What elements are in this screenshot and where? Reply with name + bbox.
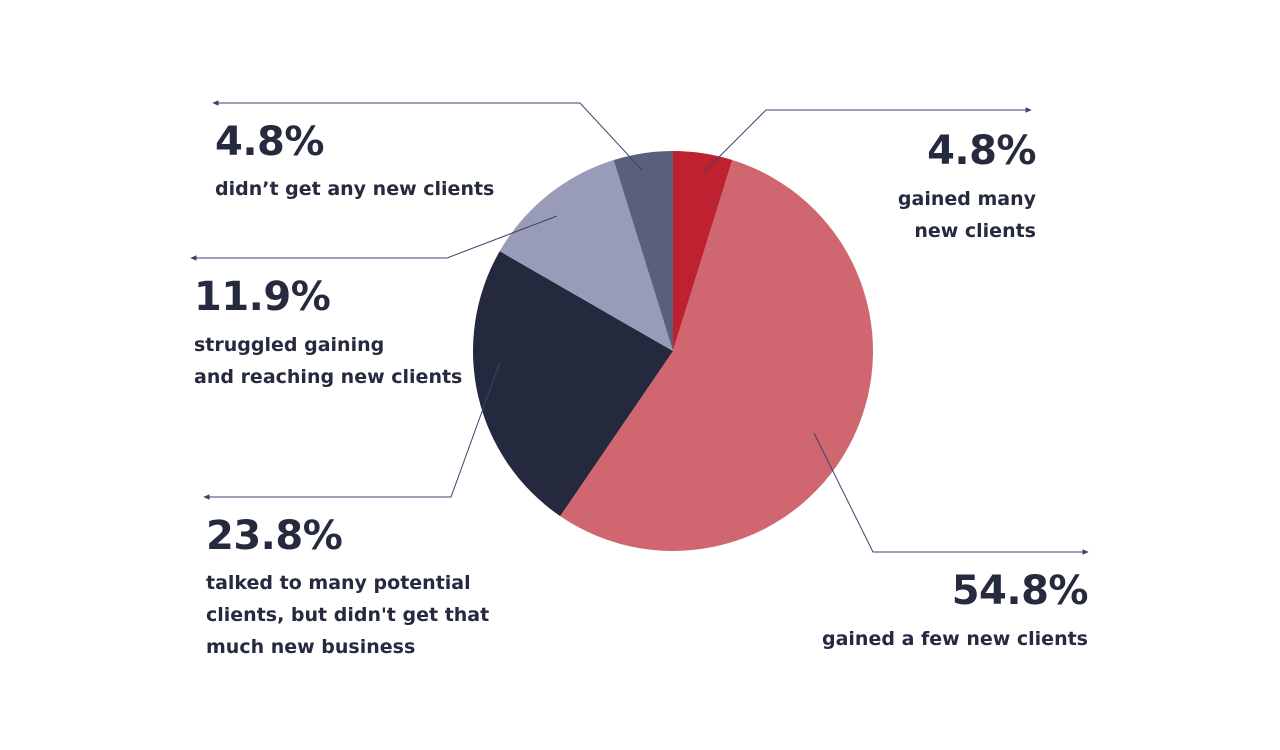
leader-line-talked-many (203, 361, 501, 500)
slice-label-talked-many: 23.8% (206, 513, 343, 559)
slice-label-gained-many: 4.8% (927, 128, 1036, 174)
slice-label-gained-few: 54.8% (951, 568, 1089, 614)
slice-description-gained-few: gained a few new clients (822, 628, 1088, 650)
slice-description-gained-many: gained many new clients (897, 188, 1036, 242)
leader-line-struggled (190, 215, 558, 261)
slice-description-talked-many: talked to many potential clients, but di… (206, 572, 490, 658)
pie-slice-gained-many (673, 151, 733, 351)
pie-slice-talked-many (472, 251, 673, 517)
pie-slice-gained-few (560, 160, 873, 551)
pie-slice-struggled (499, 160, 673, 351)
leader-line-no-new-clients (212, 100, 643, 171)
pie-slices (472, 151, 873, 551)
leader-line-gained-many (703, 107, 1032, 173)
slice-label-struggled: 11.9% (194, 274, 331, 320)
leader-line-gained-few (813, 432, 1089, 555)
slice-label-no-new-clients: 4.8% (215, 119, 324, 165)
slice-description-no-new-clients: didn’t get any new clients (215, 178, 495, 200)
slice-description-struggled: struggled gaining and reaching new clien… (194, 334, 463, 388)
pie-slice-no-new-clients (613, 151, 673, 351)
leader-lines (190, 100, 1089, 555)
